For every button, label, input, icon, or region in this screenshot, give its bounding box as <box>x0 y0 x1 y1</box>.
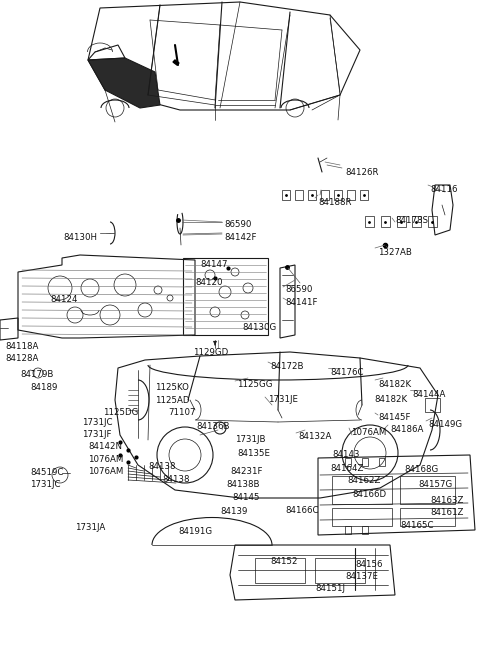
Text: 84152: 84152 <box>270 557 298 566</box>
Text: 84182K: 84182K <box>374 395 407 404</box>
Bar <box>255 558 305 583</box>
Text: 84156: 84156 <box>355 560 383 569</box>
Text: 1731JF: 1731JF <box>82 430 111 439</box>
Text: 84139: 84139 <box>220 507 247 516</box>
Text: 84126R: 84126R <box>345 168 379 177</box>
Text: 84179B: 84179B <box>20 370 53 379</box>
Text: 84130G: 84130G <box>242 323 276 332</box>
Text: 1731JC: 1731JC <box>82 418 112 427</box>
Text: 84144A: 84144A <box>412 390 445 399</box>
Text: 84128A: 84128A <box>5 354 38 363</box>
Text: 1125KO: 1125KO <box>155 383 189 392</box>
Bar <box>315 558 365 583</box>
Text: 84188R: 84188R <box>318 198 351 207</box>
Text: 84135E: 84135E <box>237 449 270 458</box>
Text: 1731JC: 1731JC <box>30 480 60 489</box>
Text: 84124: 84124 <box>50 295 77 304</box>
Text: 84231F: 84231F <box>230 467 263 476</box>
Text: 84186A: 84186A <box>390 425 423 434</box>
Bar <box>332 476 392 504</box>
Bar <box>400 476 455 504</box>
Text: 84137E: 84137E <box>345 572 378 581</box>
Text: 84519C: 84519C <box>30 468 63 477</box>
Text: 86590: 86590 <box>224 220 252 229</box>
Polygon shape <box>173 60 179 65</box>
Text: 84149G: 84149G <box>428 420 462 429</box>
Text: 1129GD: 1129GD <box>193 348 228 357</box>
Text: 84157G: 84157G <box>418 480 452 489</box>
Text: 86590: 86590 <box>285 285 312 294</box>
Text: 1076AM: 1076AM <box>351 428 386 437</box>
Text: 84120: 84120 <box>195 278 223 287</box>
Text: 71107: 71107 <box>168 408 195 417</box>
Text: 84138B: 84138B <box>226 480 260 489</box>
Text: 84141F: 84141F <box>285 298 317 307</box>
Text: 1076AM: 1076AM <box>88 467 123 476</box>
Text: 1731JA: 1731JA <box>75 523 105 532</box>
Text: 84132A: 84132A <box>298 432 331 441</box>
Text: 84191G: 84191G <box>178 527 212 536</box>
Text: 84145: 84145 <box>232 493 260 502</box>
Text: 84178S: 84178S <box>395 216 428 225</box>
Text: 1327AB: 1327AB <box>378 248 412 257</box>
Text: 1731JE: 1731JE <box>268 395 298 404</box>
Text: 1731JB: 1731JB <box>235 435 265 444</box>
Text: 84147: 84147 <box>200 260 228 269</box>
Bar <box>332 508 392 526</box>
Text: 84172B: 84172B <box>270 362 303 371</box>
Text: 84136B: 84136B <box>196 422 229 431</box>
Text: 1125GG: 1125GG <box>237 380 273 389</box>
Polygon shape <box>88 58 160 108</box>
Text: 84143: 84143 <box>332 450 360 459</box>
Text: 84161Z: 84161Z <box>430 508 463 517</box>
Text: 84130H: 84130H <box>63 233 97 242</box>
Text: 84142F: 84142F <box>224 233 256 242</box>
Text: 1076AM: 1076AM <box>88 455 123 464</box>
Text: 84138: 84138 <box>148 462 176 471</box>
Text: 1125DG: 1125DG <box>103 408 138 417</box>
Text: 84164Z: 84164Z <box>330 464 363 473</box>
Text: 84176C: 84176C <box>330 368 363 377</box>
Text: 84138: 84138 <box>162 475 190 484</box>
Text: 84168G: 84168G <box>404 465 438 474</box>
Text: 84166C: 84166C <box>285 506 319 515</box>
Text: 84118A: 84118A <box>5 342 38 351</box>
Text: 84145F: 84145F <box>378 413 410 422</box>
Text: 84189: 84189 <box>30 383 58 392</box>
Text: 84142N: 84142N <box>88 442 122 451</box>
Text: 84166D: 84166D <box>352 490 386 499</box>
Text: 84151J: 84151J <box>315 584 345 593</box>
Text: 84163Z: 84163Z <box>430 496 463 505</box>
Bar <box>400 508 455 526</box>
Text: 84165C: 84165C <box>400 521 433 530</box>
Text: 84162Z: 84162Z <box>347 476 380 485</box>
Text: 1125AD: 1125AD <box>155 396 190 405</box>
Text: 84182K: 84182K <box>378 380 411 389</box>
Text: 84116: 84116 <box>430 185 457 194</box>
